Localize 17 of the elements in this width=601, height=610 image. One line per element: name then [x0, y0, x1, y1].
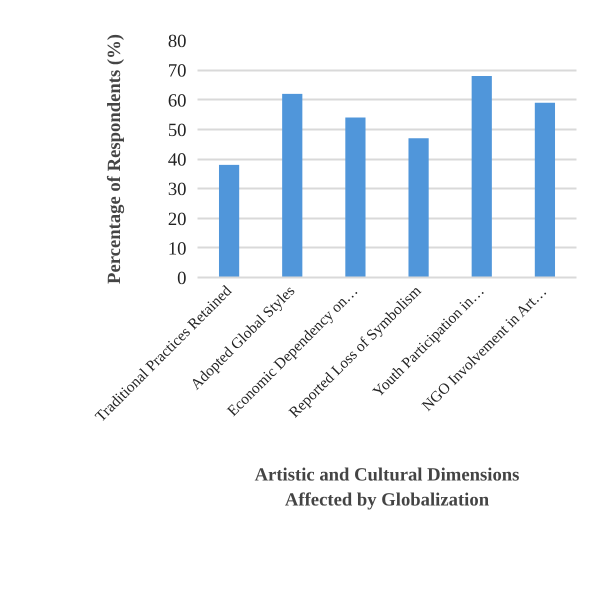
y-tick-label: 30 — [168, 179, 186, 200]
y-tick-label: 20 — [168, 208, 186, 230]
bar — [218, 164, 240, 278]
y-tick-label: 0 — [177, 268, 186, 289]
y-tick-label: 10 — [168, 238, 186, 260]
x-axis-title: Artistic and Cultural Dimensions Affected by Globalization — [254, 464, 520, 511]
y-tick-label: 50 — [168, 120, 186, 141]
y-tick-label: 80 — [168, 31, 186, 52]
bar — [472, 76, 492, 278]
bar — [408, 138, 429, 278]
bar — [534, 102, 556, 278]
y-tick-label: 70 — [168, 60, 186, 82]
y-tick-label: 40 — [168, 150, 186, 170]
y-tick-label: 60 — [168, 90, 186, 112]
y-axis-title: Percentage of Respondents (%) — [104, 34, 125, 284]
bar — [282, 94, 302, 278]
bar — [345, 118, 366, 278]
